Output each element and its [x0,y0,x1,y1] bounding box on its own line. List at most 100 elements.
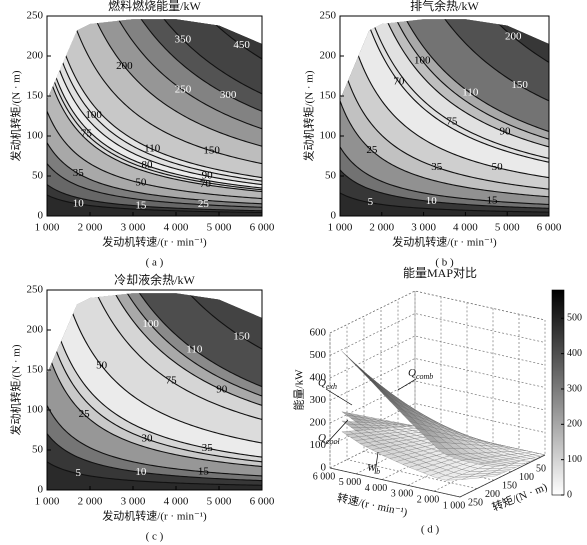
contour-label: 25 [198,198,210,210]
contour-line [47,58,262,191]
contour-line [340,19,549,179]
x-tick-label: 2 000 [78,496,103,508]
contour-line [340,169,549,209]
caption: ( c ) [146,531,164,543]
box-edge [329,454,546,498]
x-tick-label: 3 000 [121,496,146,508]
contour-label: 100 [85,109,102,121]
contour-label: 10 [73,197,85,209]
y-tick-label: 100 [27,130,44,142]
contour-line [340,19,549,140]
grid-line [407,308,494,486]
y-tick-label: 150 [502,480,517,491]
annotation-subscript: b [376,467,380,476]
annotation-subscript: comb [416,372,433,381]
colorbar-tick-label: 0 [567,489,572,500]
contour-line [47,19,262,130]
contour-line [47,293,262,406]
contour-label: 75 [81,127,93,139]
z-tick-label: 0 [321,462,327,474]
leader-line [397,378,417,391]
contour-label: 50 [492,161,504,173]
contour-label: 150 [203,144,220,156]
annotation-subscript: cool [326,437,341,446]
contour-label: 15 [135,200,147,212]
grid-line [329,358,546,401]
x-tick-label: 6 000 [313,471,336,482]
chart-title: 冷却液余热/kW [114,272,195,287]
x-tick-label: 4 000 [365,483,388,494]
contour-line [47,27,262,186]
y-tick-label: 250 [320,10,337,22]
x-tick-label: 6 000 [250,222,275,234]
z-tick-label: 500 [310,349,327,361]
contour-label: 35 [202,442,214,454]
contour-label: 90 [500,126,512,138]
leader-line [325,419,349,445]
y-tick-label: 100 [320,130,337,142]
y-tick-label: 50 [536,464,546,475]
caption: ( a ) [146,257,164,269]
contour-label: 450 [233,39,250,51]
caption: ( b ) [435,257,454,269]
contour-line [340,100,549,198]
contour-label: 15 [487,195,499,207]
contour-label: 35 [73,167,85,179]
contour-line [47,461,262,486]
x-tick-label: 2 000 [369,222,394,234]
y-tick-label: 100 [519,472,534,483]
contour-label: 50 [135,177,147,189]
annotation-symbol: W [367,462,377,474]
contour-line [47,163,262,208]
axes-frame [46,15,263,217]
z-axis-label: 能量/kW [292,369,306,411]
contour-line [340,19,549,163]
contour-label: 150 [511,79,528,91]
contour-label: 250 [538,15,555,27]
contour-label: 75 [166,375,178,387]
x-tick-label: 5 000 [207,222,232,234]
annotation: Qexh [318,377,337,391]
chart-title: 燃料燃烧能量/kW [108,0,201,13]
axes-frame [46,289,263,491]
chart-title: 能量MAP对比 [403,266,477,280]
chart-title: 排气余热/kW [410,0,479,13]
contour-label: 90 [202,170,214,182]
contour-label: 90 [216,383,228,395]
contour-label: 100 [414,54,431,66]
colorbar-tick-label: 400 [567,348,582,359]
x-tick-label: 1 000 [328,222,353,234]
x-tick-label: 3 000 [391,489,414,500]
x-tick-label: 3 000 [121,222,146,234]
y-tick-label: 250 [27,10,44,22]
contour-line [47,19,262,60]
annotation: Qcomb [408,367,433,381]
x-axis-label: 发动机转速/(r · min⁻¹) [102,509,207,523]
contour-line [47,293,262,421]
grid-line [381,302,468,480]
contour-line [47,111,262,200]
colorbar-tick-label: 100 [567,454,582,465]
contour-label: 80 [141,159,153,171]
y-tick-label: 50 [32,170,44,182]
y-tick-label: 200 [320,50,337,62]
contour-line [47,293,262,397]
y-tick-label: 200 [27,324,44,336]
surface-patch [365,375,381,388]
y-tick-label: 200 [27,50,44,62]
z-tick-label: 200 [310,417,327,429]
contour-line [47,69,262,193]
contour-line [47,19,262,147]
contour-line [47,142,262,205]
contour-label: 15 [198,465,210,477]
contour-label: 100 [142,318,159,330]
y-tick-label: 150 [27,364,44,376]
annotation: Wb [367,462,380,476]
x-tick-label: 1 000 [443,500,466,511]
contour-label: 10 [135,466,147,478]
contour-label: 5 [368,196,374,208]
contour-line [47,194,262,214]
surface-patch [359,369,375,382]
contour-line [47,320,262,463]
contour-line [340,54,549,190]
